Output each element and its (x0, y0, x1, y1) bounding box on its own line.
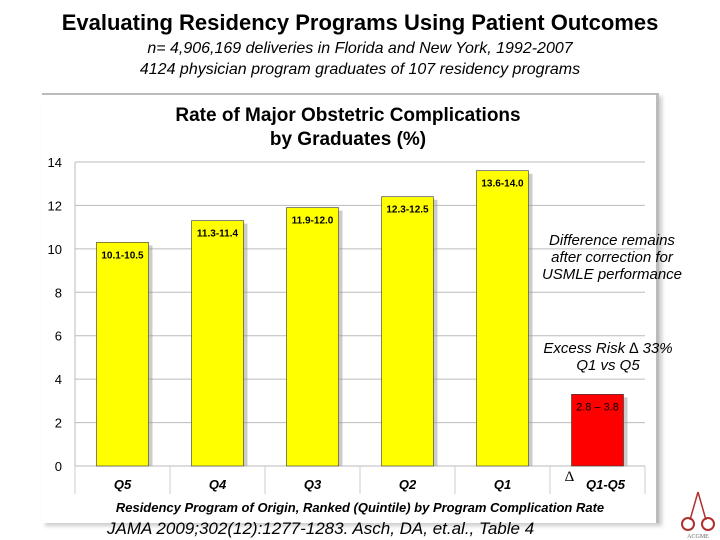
y-tick-label: 4 (55, 372, 62, 387)
x-tick-label: Q1 (494, 477, 511, 492)
y-tick-label: 0 (55, 459, 62, 474)
y-tick-label: 10 (48, 242, 62, 257)
x-tick-label: Q5 (114, 477, 132, 492)
citation: JAMA 2009;302(12):1277-1283. Asch, DA, e… (107, 519, 535, 538)
svg-text:ACGME: ACGME (687, 534, 709, 540)
bar-Q5 (96, 242, 149, 467)
x-tick-label: Q2 (399, 477, 417, 492)
slide-subtitle-2: 4124 physician program graduates of 107 … (139, 61, 581, 78)
data-label: 11.9-12.0 (292, 216, 334, 227)
data-label: 13.6-14.0 (481, 179, 524, 190)
chart-title-line: by Graduates (%) (270, 129, 426, 150)
chart-panel (42, 93, 659, 523)
y-tick-label: 2 (55, 416, 62, 431)
data-label: 2.8 – 3.8 (576, 401, 619, 413)
acgme-logo: ACGME (681, 491, 715, 540)
note-excess-risk: Excess Risk ∆ 33% Q1 vs Q5 (528, 340, 688, 374)
bar-Q3 (286, 207, 339, 467)
x-axis-label: Residency Program of Origin, Ranked (Qui… (116, 500, 604, 515)
slide-title: Evaluating Residency Programs Using Pati… (61, 10, 659, 35)
note-difference: Difference remains after correction for … (541, 232, 683, 283)
slide-subtitle-1: n= 4,906,169 deliveries in Florida and N… (147, 40, 573, 57)
delta-symbol: Δ (565, 469, 575, 485)
x-tick-label: Q3 (304, 477, 322, 492)
data-label: 11.3-11.4 (197, 229, 239, 240)
y-tick-label: 8 (55, 285, 62, 300)
note-excess-line1: Excess Risk ∆ 33% (543, 340, 673, 357)
bar-Q1 (476, 170, 529, 467)
x-tick-label: Q1-Q5 (586, 477, 626, 492)
chart-title-line: Rate of Major Obstetric Complications (175, 105, 520, 126)
bar-Q2 (381, 196, 434, 467)
note-excess-line2: Q1 vs Q5 (576, 357, 640, 374)
y-tick-label: 14 (48, 155, 62, 170)
data-label: 12.3-12.5 (386, 205, 429, 216)
bar-Q4 (191, 220, 244, 467)
y-tick-label: 12 (48, 198, 62, 213)
bar-Q1-Q5 (571, 394, 624, 467)
y-tick-label: 6 (55, 329, 62, 344)
x-tick-label: Q4 (209, 477, 227, 492)
data-label: 10.1-10.5 (101, 250, 144, 261)
